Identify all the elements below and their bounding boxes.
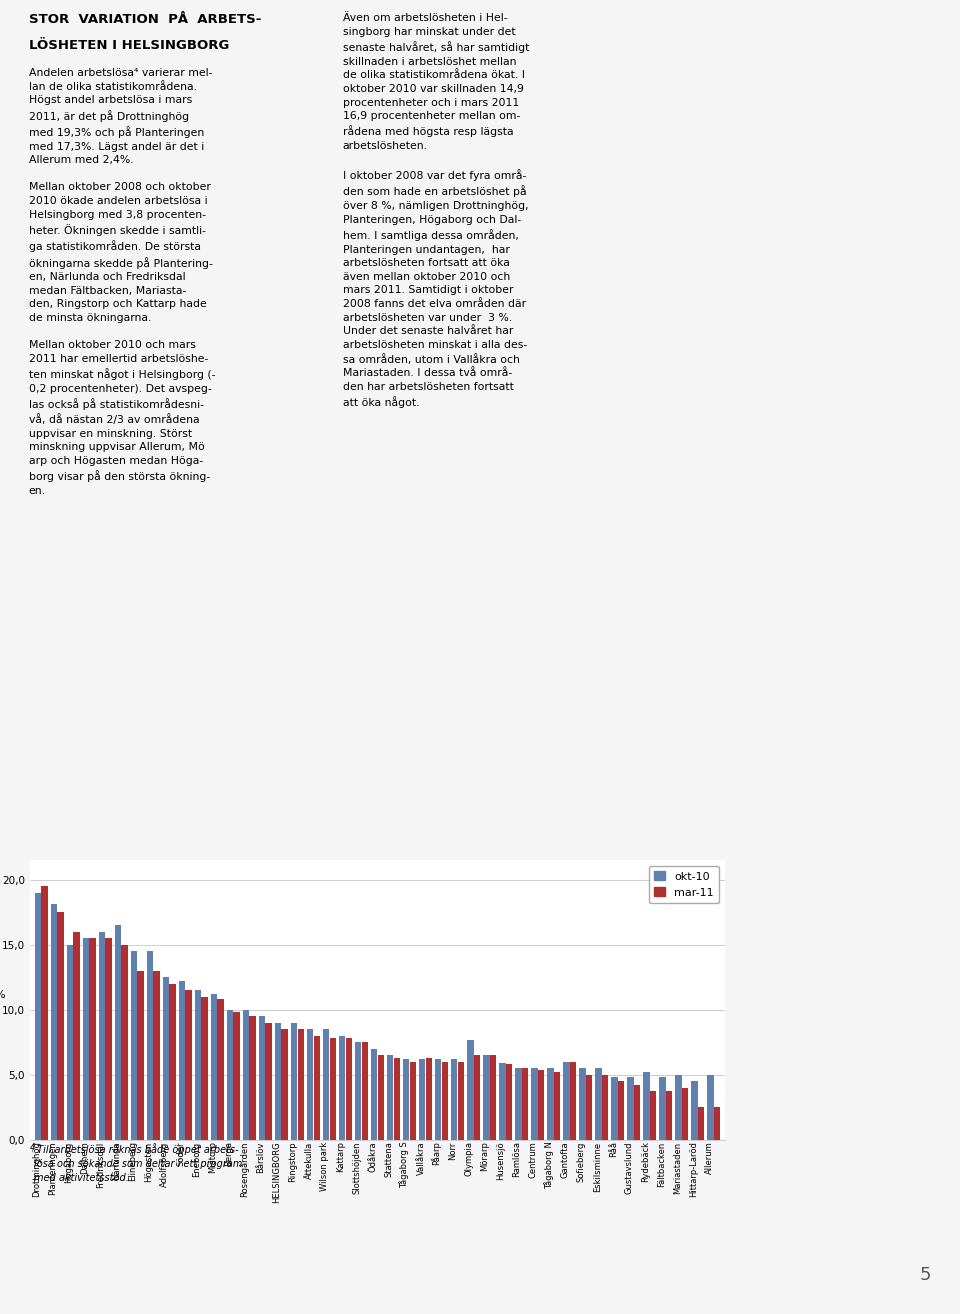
Bar [106,938,111,1141]
Bar [147,951,154,1141]
Text: STOR  VARIATION  PÅ  ARBETS-: STOR VARIATION PÅ ARBETS- [29,13,261,26]
Bar [595,1068,602,1141]
Bar [569,1062,576,1141]
Bar [259,1016,265,1141]
Bar [420,1059,425,1141]
Bar [547,1068,554,1141]
Bar [41,886,48,1141]
Bar [531,1068,538,1141]
Bar [163,978,169,1141]
Bar [451,1059,458,1141]
Bar [521,1068,528,1141]
Bar [377,1055,384,1141]
Bar [362,1042,368,1141]
Bar [650,1091,657,1141]
Bar [660,1077,665,1141]
Bar [195,991,202,1141]
Bar [499,1063,506,1141]
Bar [121,945,128,1141]
Bar [627,1077,634,1141]
Bar [137,971,144,1141]
Bar [634,1085,640,1141]
Bar [58,912,63,1141]
Bar [73,932,80,1141]
Y-axis label: %: % [0,989,5,1000]
Bar [35,892,41,1141]
Bar [579,1068,586,1141]
Bar [218,1000,224,1141]
Bar [281,1029,288,1141]
Bar [435,1059,442,1141]
Bar [329,1038,336,1141]
Bar [371,1049,377,1141]
Bar [473,1055,480,1141]
Bar [51,904,58,1141]
Bar [99,932,106,1141]
Bar [179,982,185,1141]
Bar [298,1029,304,1141]
Text: LÖSHETEN I HELSINGBORG: LÖSHETEN I HELSINGBORG [29,39,229,53]
Bar [346,1038,352,1141]
Bar [154,971,159,1141]
Bar [586,1075,592,1141]
Bar [211,995,217,1141]
Bar [169,984,176,1141]
Bar [691,1081,698,1141]
Bar [643,1072,650,1141]
Bar [538,1070,544,1141]
Bar [666,1091,672,1141]
Bar [243,1009,250,1141]
Bar [323,1029,329,1141]
Bar [250,1016,256,1141]
Bar [233,1012,240,1141]
Bar [67,945,73,1141]
Bar [612,1077,617,1141]
Bar [115,925,121,1141]
Bar [339,1035,346,1141]
Bar [618,1081,624,1141]
Bar [675,1075,682,1141]
Bar [516,1068,521,1141]
Bar [89,938,96,1141]
Bar [291,1022,298,1141]
Bar [698,1108,705,1141]
Bar [425,1058,432,1141]
Text: 5: 5 [920,1265,931,1284]
Bar [314,1035,320,1141]
Bar [682,1088,688,1141]
Bar [708,1075,713,1141]
Bar [185,991,192,1141]
Bar [506,1064,512,1141]
Bar [490,1055,496,1141]
Legend: okt-10, mar-11: okt-10, mar-11 [649,866,719,903]
Bar [442,1062,448,1141]
Bar [468,1039,473,1141]
Bar [403,1059,410,1141]
Bar [410,1062,416,1141]
Bar [714,1108,720,1141]
Text: Även om arbetslösheten i Hel-
singborg har minskat under det
senaste halvåret, s: Även om arbetslösheten i Hel- singborg h… [343,13,529,409]
Bar [564,1062,569,1141]
Bar [483,1055,490,1141]
Text: Till arbetslösa räknas både öppet arbets-
lösa och sökande som deltar i ett prog: Till arbetslösa räknas både öppet arbets… [35,1143,243,1183]
Bar [266,1022,272,1141]
Bar [355,1042,361,1141]
Bar [394,1058,400,1141]
Bar [275,1022,281,1141]
Text: 4: 4 [30,1143,36,1152]
Bar [554,1072,560,1141]
Bar [458,1062,464,1141]
Text: Andelen arbetslösa⁴ varierar mel-
lan de olika statistikområdena.
Högst andel ar: Andelen arbetslösa⁴ varierar mel- lan de… [29,68,215,495]
Bar [602,1075,609,1141]
Bar [307,1029,313,1141]
Bar [387,1055,394,1141]
Bar [131,951,137,1141]
Bar [227,1009,233,1141]
Bar [83,938,89,1141]
Bar [202,997,207,1141]
